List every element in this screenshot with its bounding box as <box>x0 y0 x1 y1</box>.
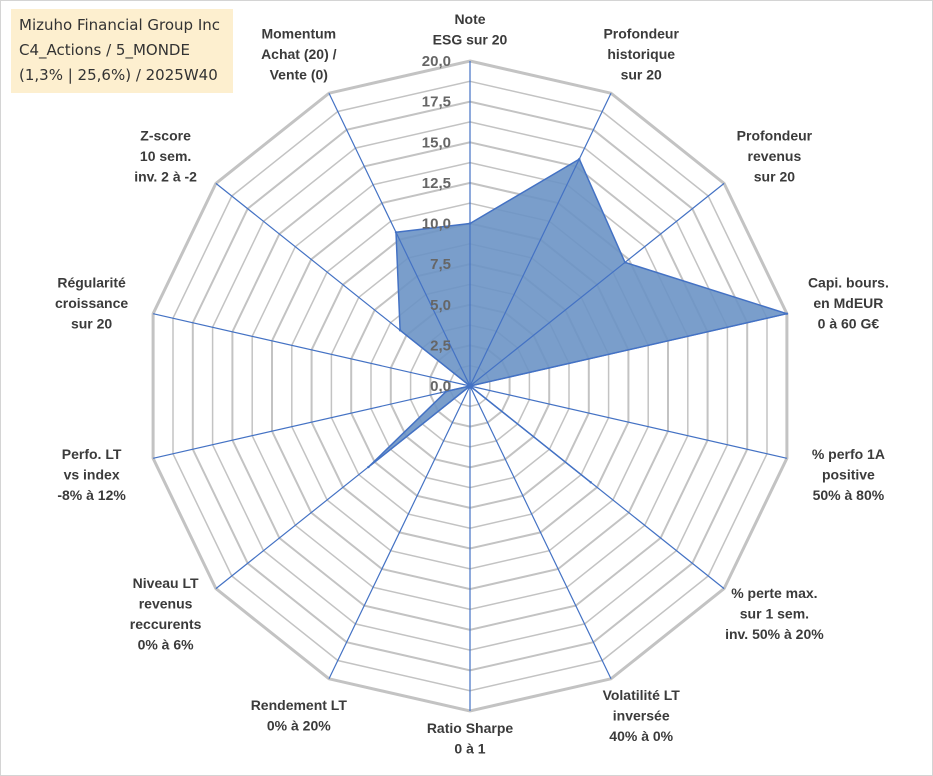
axis-label-line: positive <box>822 466 875 482</box>
axis-label-line: en MdEUR <box>813 295 883 311</box>
axis-label-line: sur 20 <box>71 316 112 332</box>
radar-spokes <box>152 61 788 711</box>
axis-label-line: % perfo 1A <box>812 446 885 462</box>
info-period: (1,3% | 25,6%) / 2025W40 <box>19 66 218 84</box>
tick-label: 15,0 <box>422 134 451 151</box>
radar-tick-labels: 0,0 2,5 5,0 7,5 10,0 12,5 15,0 17,5 20,0 <box>422 53 451 395</box>
axis-label-line: ESG sur 20 <box>433 32 508 48</box>
tick-label: 2,5 <box>430 337 451 354</box>
tick-label: 12,5 <box>422 175 451 192</box>
axis-label-line: Z-score <box>140 127 191 143</box>
axis-label: % perte max. sur 1 sem. inv. 50% à 20% <box>725 585 824 642</box>
axis-label-line: 50% à 80% <box>813 487 885 503</box>
axis-label-line: 40% à 0% <box>609 728 673 744</box>
axis-label-line: inv. 50% à 20% <box>725 626 824 642</box>
axis-label: Momentum Achat (20) / Vente (0) <box>261 26 337 83</box>
axis-label-line: historique <box>607 46 675 62</box>
axis-label: Volatilité LT inversée 40% à 0% <box>603 687 681 744</box>
tick-label: 5,0 <box>430 297 451 314</box>
axis-label: Régularité croissance sur 20 <box>55 275 128 332</box>
axis-label-line: Régularité <box>57 275 126 291</box>
axis-label: Profondeur historique sur 20 <box>603 26 679 83</box>
axis-label: Niveau LT revenus reccurents 0% à 6% <box>130 575 202 653</box>
axis-label-line: inv. 2 à -2 <box>134 168 197 184</box>
axis-label-line: 0% à 20% <box>267 718 331 734</box>
axis-label: Capi. bours. en MdEUR 0 à 60 G€ <box>808 275 889 332</box>
axis-label: Perfo. LT vs index -8% à 12% <box>57 446 126 503</box>
axis-spoke <box>152 385 471 459</box>
axis-spoke <box>328 92 471 387</box>
axis-spoke <box>469 385 788 459</box>
axis-spoke <box>328 385 471 680</box>
axis-spoke <box>215 385 471 590</box>
axis-label-line: Profondeur <box>603 26 679 42</box>
info-title: Mizuho Financial Group Inc <box>19 16 221 34</box>
axis-label-line: croissance <box>55 295 128 311</box>
axis-label-line: Rendement LT <box>251 697 348 713</box>
axis-label-line: Achat (20) / <box>261 46 337 62</box>
axis-spoke <box>152 313 471 387</box>
axis-label-line: revenus <box>748 148 802 164</box>
axis-label: Note ESG sur 20 <box>433 11 508 48</box>
axis-label-line: Perfo. LT <box>62 446 122 462</box>
axis-label: Profondeur revenus sur 20 <box>737 127 813 184</box>
axis-spoke <box>469 182 725 387</box>
axis-label-line: Vente (0) <box>270 67 328 83</box>
tick-label: 10,0 <box>422 216 451 233</box>
axis-label-line: 0% à 6% <box>138 636 195 652</box>
axis-label-line: 0 à 1 <box>454 741 485 757</box>
info-box: Mizuho Financial Group Inc C4_Actions / … <box>11 9 233 93</box>
axis-label-line: sur 20 <box>621 67 662 83</box>
axis-label-line: 0 à 60 G€ <box>818 316 880 332</box>
axis-label-line: Note <box>454 11 485 27</box>
axis-label-line: vs index <box>64 466 120 482</box>
axis-spoke <box>469 313 788 387</box>
axis-label-line: revenus <box>139 595 193 611</box>
axis-label: Ratio Sharpe 0 à 1 <box>427 720 514 757</box>
axis-label-line: -8% à 12% <box>57 487 126 503</box>
axis-label-line: sur 1 sem. <box>740 606 809 622</box>
axis-spoke <box>215 182 471 387</box>
axis-spoke <box>469 385 725 590</box>
axis-label: Z-score 10 sem. inv. 2 à -2 <box>134 127 197 184</box>
tick-label: 0,0 <box>430 378 451 395</box>
info-category: C4_Actions / 5_MONDE <box>19 41 190 59</box>
axis-spoke <box>469 385 612 680</box>
radar-axis-labels: Note ESG sur 20 Profondeur historique sur 20… <box>55 11 889 757</box>
tick-label: 20,0 <box>422 53 451 70</box>
series-area <box>367 158 788 484</box>
axis-label: % perfo 1A positive 50% à 80% <box>812 446 885 503</box>
axis-label-line: Niveau LT <box>133 575 199 591</box>
axis-label-line: reccurents <box>130 616 202 632</box>
tick-label: 7,5 <box>430 256 451 273</box>
axis-label-line: Capi. bours. <box>808 275 889 291</box>
axis-label-line: Ratio Sharpe <box>427 720 514 736</box>
axis-label: Rendement LT 0% à 20% <box>251 697 348 734</box>
axis-label-line: inversée <box>613 707 670 723</box>
axis-label-line: Momentum <box>261 26 336 42</box>
axis-label-line: Volatilité LT <box>603 687 681 703</box>
axis-label-line: Profondeur <box>737 127 813 143</box>
tick-label: 17,5 <box>422 94 451 111</box>
axis-spoke <box>469 92 612 387</box>
axis-label-line: sur 20 <box>754 168 795 184</box>
axis-label-line: 10 sem. <box>140 148 191 164</box>
axis-label-line: % perte max. <box>731 585 817 601</box>
